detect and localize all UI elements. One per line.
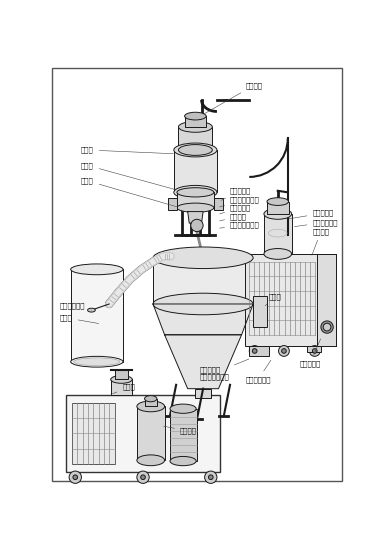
Ellipse shape bbox=[71, 264, 123, 275]
Text: 二次过滤器: 二次过滤器 bbox=[289, 210, 334, 219]
Ellipse shape bbox=[191, 219, 203, 232]
Bar bbox=[71, 269, 123, 362]
Bar bbox=[174, 150, 217, 193]
Polygon shape bbox=[188, 212, 203, 223]
Ellipse shape bbox=[267, 197, 289, 206]
Bar bbox=[116, 370, 128, 380]
Ellipse shape bbox=[321, 321, 333, 333]
Text: 可调节补气口: 可调节补气口 bbox=[60, 302, 92, 310]
Ellipse shape bbox=[264, 208, 292, 219]
Text: 截回阀: 截回阀 bbox=[112, 384, 135, 394]
Text: 进料口: 进料口 bbox=[81, 162, 174, 189]
Bar bbox=[168, 197, 177, 210]
Bar bbox=[179, 127, 213, 150]
Polygon shape bbox=[153, 304, 253, 335]
Ellipse shape bbox=[249, 345, 260, 356]
Ellipse shape bbox=[177, 203, 214, 212]
Bar bbox=[253, 296, 267, 327]
Text: 复数气泵: 复数气泵 bbox=[164, 426, 197, 434]
Text: 反吹机构: 反吹机构 bbox=[204, 82, 263, 114]
Ellipse shape bbox=[145, 395, 157, 402]
Ellipse shape bbox=[323, 323, 331, 331]
Ellipse shape bbox=[73, 475, 78, 480]
Text: 控制面板: 控制面板 bbox=[312, 228, 330, 255]
Ellipse shape bbox=[174, 186, 217, 199]
Ellipse shape bbox=[313, 349, 317, 353]
Ellipse shape bbox=[153, 293, 253, 315]
Bar bbox=[264, 214, 292, 254]
Text: 对门速度调节阀: 对门速度调节阀 bbox=[220, 221, 260, 228]
Text: 放料门: 放料门 bbox=[81, 177, 177, 207]
Bar bbox=[196, 388, 211, 398]
Text: 插末管: 插末管 bbox=[60, 314, 99, 324]
Ellipse shape bbox=[264, 249, 292, 259]
Ellipse shape bbox=[88, 308, 95, 312]
Text: 开门进气管: 开门进气管 bbox=[219, 205, 251, 214]
Ellipse shape bbox=[137, 471, 149, 484]
Bar bbox=[317, 254, 336, 347]
Ellipse shape bbox=[279, 345, 290, 356]
Ellipse shape bbox=[253, 349, 257, 353]
Bar bbox=[249, 347, 269, 356]
Ellipse shape bbox=[69, 471, 82, 484]
Polygon shape bbox=[165, 335, 242, 388]
Bar bbox=[307, 347, 321, 353]
Ellipse shape bbox=[137, 401, 164, 412]
Ellipse shape bbox=[170, 404, 196, 413]
Bar bbox=[177, 193, 214, 208]
Ellipse shape bbox=[310, 345, 320, 356]
Bar bbox=[153, 258, 253, 304]
Bar bbox=[170, 409, 197, 461]
Ellipse shape bbox=[141, 475, 146, 480]
Text: 料位计: 料位计 bbox=[265, 293, 281, 306]
Bar bbox=[246, 254, 336, 347]
Ellipse shape bbox=[71, 356, 123, 367]
Ellipse shape bbox=[137, 455, 164, 466]
Ellipse shape bbox=[177, 188, 214, 197]
Text: 门控气缸: 门控气缸 bbox=[220, 213, 247, 221]
Ellipse shape bbox=[170, 456, 196, 466]
Ellipse shape bbox=[179, 121, 213, 132]
Ellipse shape bbox=[205, 471, 217, 484]
Ellipse shape bbox=[153, 247, 253, 269]
Bar bbox=[72, 403, 115, 464]
Text: 过滤器: 过滤器 bbox=[81, 147, 173, 154]
Text: 电源总开关: 电源总开关 bbox=[300, 339, 321, 367]
Text: 关门定气管: 关门定气管 bbox=[221, 188, 251, 200]
Text: 过滤减压阀
压缩空气输入端: 过滤减压阀 压缩空气输入端 bbox=[199, 359, 249, 380]
Text: 真空泵排气口: 真空泵排气口 bbox=[246, 360, 271, 383]
Ellipse shape bbox=[74, 358, 120, 366]
Ellipse shape bbox=[185, 112, 206, 120]
Bar bbox=[137, 406, 165, 460]
Text: 接近开关接口: 接近开关接口 bbox=[295, 219, 338, 227]
Ellipse shape bbox=[174, 143, 217, 157]
Ellipse shape bbox=[209, 475, 213, 480]
Bar bbox=[185, 116, 206, 127]
Bar bbox=[267, 202, 289, 214]
Bar bbox=[145, 399, 157, 406]
Bar bbox=[214, 197, 223, 210]
Ellipse shape bbox=[179, 145, 213, 156]
Ellipse shape bbox=[282, 349, 286, 353]
Text: 开门温度调节阀: 开门温度调节阀 bbox=[219, 196, 260, 207]
Bar bbox=[111, 380, 132, 395]
Ellipse shape bbox=[111, 375, 132, 384]
Bar bbox=[66, 395, 220, 472]
